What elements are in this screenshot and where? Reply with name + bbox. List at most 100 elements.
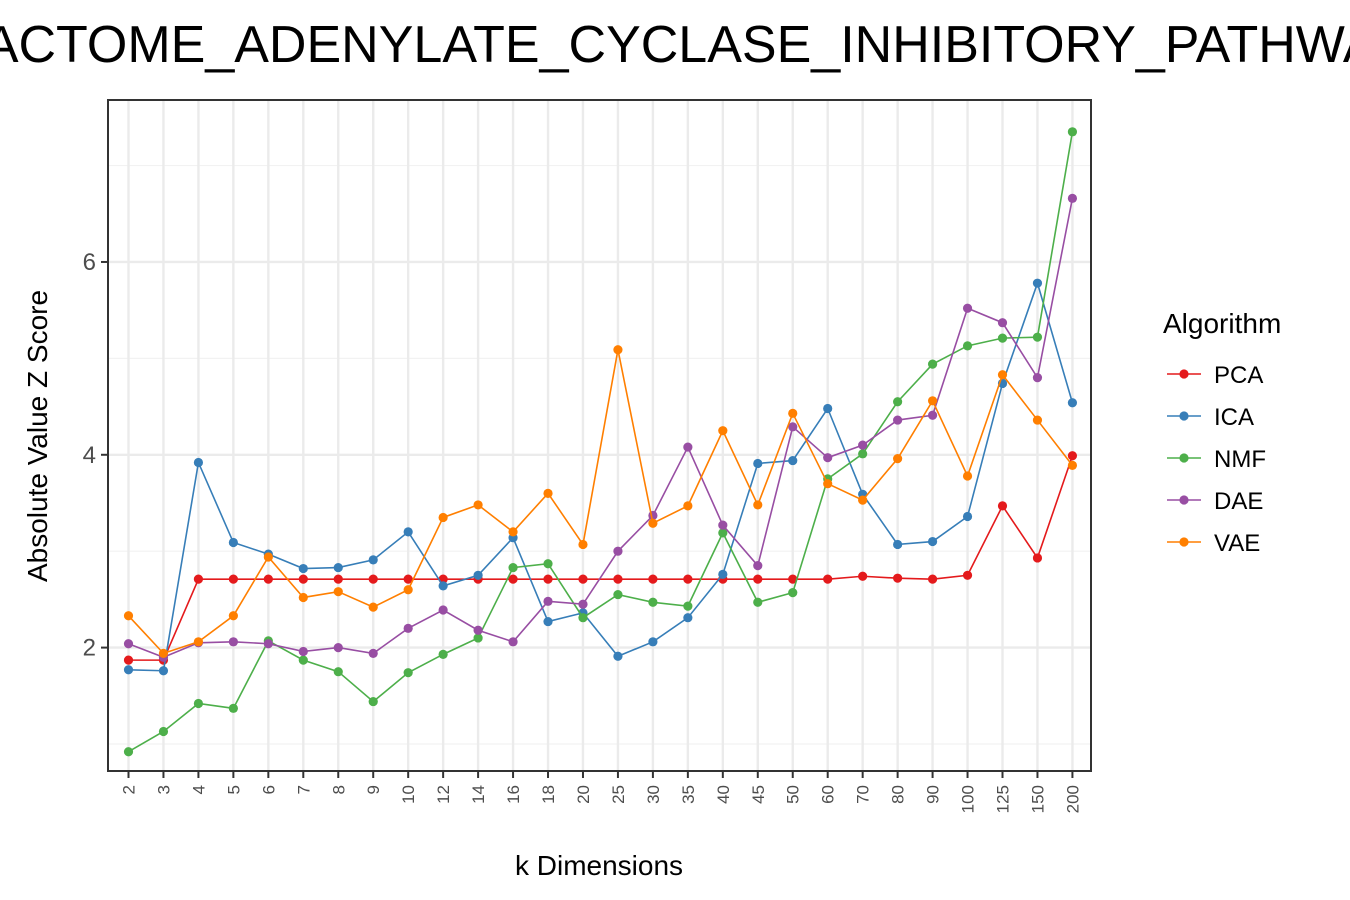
data-point-dae <box>543 596 553 606</box>
data-point-nmf <box>473 633 483 643</box>
legend-item-dae: DAE <box>1167 488 1263 515</box>
data-point-ica <box>438 581 448 591</box>
data-point-vae <box>403 585 413 595</box>
x-tick-label: 40 <box>714 785 733 804</box>
x-tick-label: 16 <box>504 785 523 804</box>
data-point-dae <box>368 648 378 658</box>
data-point-dae <box>927 410 938 420</box>
data-point-pca <box>508 574 518 584</box>
data-point-pca <box>123 655 134 665</box>
series-layer <box>123 127 1078 757</box>
data-point-ica <box>403 527 413 537</box>
data-point-ica <box>543 616 553 627</box>
data-point-vae <box>368 602 378 612</box>
series-line-vae <box>127 349 1074 655</box>
data-point-pca <box>228 574 238 584</box>
legend-key-point-nmf <box>1179 453 1189 463</box>
data-point-dae <box>997 318 1008 328</box>
series-line-nmf <box>128 131 1074 753</box>
data-point-nmf <box>403 668 413 678</box>
x-tick-label: 5 <box>224 785 243 794</box>
data-point-pca <box>962 570 973 580</box>
data-point-pca <box>403 574 413 584</box>
data-point-ica <box>683 613 693 623</box>
legend-item-vae: VAE <box>1167 530 1260 557</box>
data-point-dae <box>962 303 973 313</box>
data-point-dae <box>508 637 518 647</box>
series-line-ica <box>128 280 1074 672</box>
data-point-nmf <box>648 597 658 607</box>
data-point-ica <box>333 562 343 573</box>
data-point-nmf <box>438 649 448 659</box>
data-point-ica <box>158 666 169 676</box>
data-point-vae <box>158 648 169 658</box>
data-point-vae <box>718 426 728 436</box>
data-point-dae <box>263 639 273 649</box>
y-tick-label: 6 <box>83 249 96 276</box>
data-point-ica <box>823 403 833 414</box>
x-tick-label: 200 <box>1063 785 1082 813</box>
data-point-ica <box>718 569 728 579</box>
legend-item-nmf: NMF <box>1167 446 1266 473</box>
x-tick-label: 45 <box>749 785 768 804</box>
data-point-vae <box>858 495 868 505</box>
data-point-vae <box>508 527 518 537</box>
x-tick-label: 8 <box>329 785 348 794</box>
legend-item-pca: PCA <box>1167 362 1263 389</box>
y-axis: 2 4 6 <box>83 249 108 662</box>
x-tick-label: 20 <box>574 785 593 804</box>
y-tick-label: 2 <box>83 635 96 662</box>
data-point-dae <box>1067 193 1078 203</box>
data-point-pca <box>193 574 204 584</box>
x-tick-label: 7 <box>294 785 313 794</box>
x-tick-label: 70 <box>854 785 873 804</box>
data-point-nmf <box>193 698 204 709</box>
legend-title: Algorithm <box>1163 308 1281 339</box>
data-point-ica <box>1032 278 1043 288</box>
data-point-vae <box>298 592 308 603</box>
data-point-dae <box>1032 373 1043 383</box>
data-point-vae <box>753 500 763 510</box>
data-point-pca <box>263 574 273 584</box>
x-tick-label: 35 <box>679 785 698 804</box>
data-point-ica <box>788 455 798 466</box>
data-point-nmf <box>788 588 798 598</box>
data-point-nmf <box>543 559 553 569</box>
data-point-nmf <box>753 597 763 607</box>
data-point-dae <box>578 599 588 609</box>
data-point-vae <box>613 345 623 355</box>
x-tick-label: 30 <box>644 785 663 804</box>
y-tick-label: 4 <box>83 442 96 469</box>
data-point-dae <box>228 637 238 647</box>
data-point-ica <box>473 570 483 580</box>
plot-panel-border <box>107 99 1092 772</box>
data-point-ica <box>1067 398 1078 408</box>
data-point-vae <box>578 539 588 550</box>
data-point-nmf <box>1067 127 1078 137</box>
data-point-nmf <box>893 397 903 407</box>
data-point-vae <box>543 488 553 498</box>
grid <box>108 100 1091 771</box>
data-point-dae <box>123 639 134 649</box>
x-axis: 2 3 4 5 6 7 8 9 10 12 14 16 18 20 25 30 35 40 45 50 60 70 80 90… <box>120 771 1082 813</box>
data-point-ica <box>753 458 763 469</box>
data-point-vae <box>1032 415 1043 425</box>
data-point-vae <box>438 512 448 523</box>
data-point-ica <box>927 536 938 547</box>
chart-title: REACTOME_ADENYLATE_CYCLASE_INHIBITORY_PA… <box>0 16 1350 74</box>
data-point-pca <box>858 571 868 581</box>
series-nmf <box>123 127 1078 757</box>
data-point-vae <box>788 408 798 418</box>
series-ica <box>123 278 1078 676</box>
legend-item-ica: ICA <box>1167 404 1254 431</box>
data-point-pca <box>648 574 658 584</box>
y-axis-title: Absolute Value Z Score <box>22 290 53 582</box>
data-point-pca <box>368 574 378 584</box>
x-tick-label: 12 <box>434 785 453 804</box>
data-point-nmf <box>578 613 588 623</box>
data-point-nmf <box>123 747 134 757</box>
data-point-vae <box>648 518 658 528</box>
data-point-nmf <box>158 726 169 737</box>
data-point-vae <box>997 370 1008 380</box>
